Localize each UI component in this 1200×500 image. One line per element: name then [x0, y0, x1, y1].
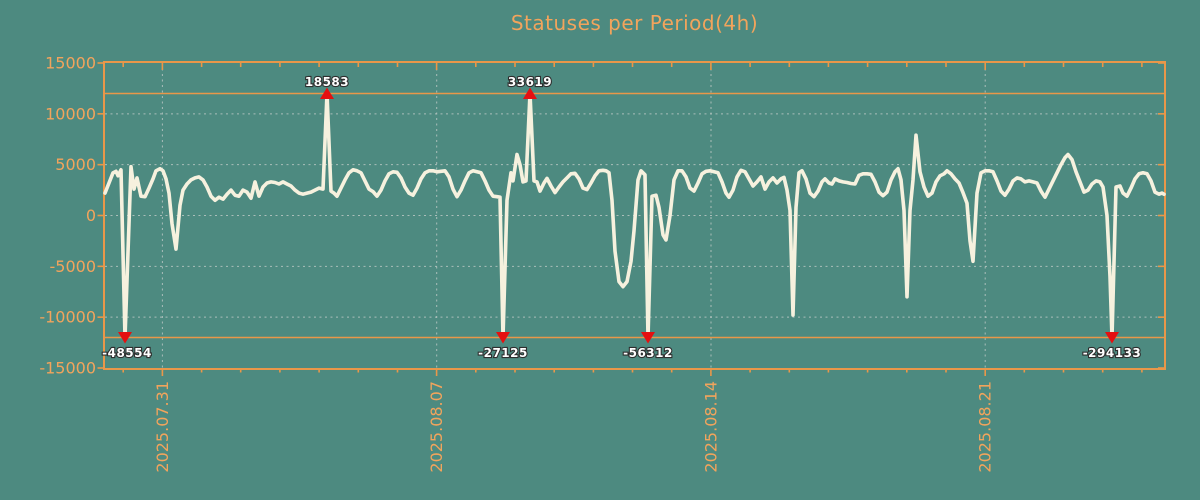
- y-axis-labels: 15000 10000 5000 0 -5000 -10000 -15000: [39, 54, 96, 378]
- y-gridlines: [105, 113, 1164, 318]
- peak-marker-icon: [320, 87, 334, 99]
- y-tick-label: 10000: [45, 104, 96, 123]
- peak-label: 18583: [305, 75, 349, 89]
- y-tick-label: -15000: [39, 359, 96, 378]
- x-axis-labels: 2025.07.31 2025.08.07 2025.08.14 2025.08.21: [153, 381, 995, 473]
- x-gridlines: [161, 63, 986, 368]
- y-tick-label: 5000: [55, 155, 96, 174]
- series-line: [103, 91, 1166, 340]
- peak-annotations: 18583 33619: [304, 74, 553, 99]
- trough-marker-icon: [496, 332, 510, 344]
- x-tick-label: 2025.08.14: [702, 381, 721, 473]
- trough-label: -56312: [623, 346, 673, 360]
- y-tick-label: -10000: [39, 308, 96, 327]
- plot-border: [103, 61, 1166, 370]
- trough-marker-icon: [118, 332, 132, 344]
- x-tick-label: 2025.08.21: [976, 381, 995, 473]
- peak-marker-icon: [523, 87, 537, 99]
- trough-marker-icon: [1105, 332, 1119, 344]
- y-tick-label: 0: [86, 206, 96, 225]
- trough-marker-icon: [641, 332, 655, 344]
- axis-ticks: [97, 62, 1164, 376]
- x-tick-label: 2025.07.31: [153, 381, 172, 473]
- y-tick-label: -5000: [50, 257, 97, 276]
- trough-annotations: -48554 -27125 -56312 -294133: [101, 332, 1142, 361]
- chart-title: Statuses per Period(4h): [510, 11, 759, 35]
- trough-label: -48554: [102, 346, 152, 360]
- y-tick-label: 15000: [45, 54, 96, 73]
- clip-level-lines: [105, 92, 1164, 339]
- trough-label: -27125: [478, 346, 528, 360]
- trough-label: -294133: [1083, 346, 1142, 360]
- x-tick-label: 2025.08.07: [427, 381, 446, 473]
- peak-label: 33619: [508, 75, 552, 89]
